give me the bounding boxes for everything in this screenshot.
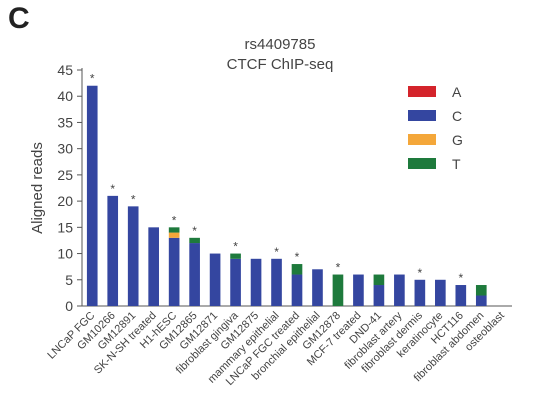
significance-star: * [458,271,463,285]
bar-t [230,253,241,259]
significance-star: * [90,72,95,86]
chart-title: rs4409785 [244,36,316,53]
legend-label: G [452,132,463,148]
bar-t [373,274,385,286]
y-tick-label: 0 [65,298,73,314]
bar-c [353,274,364,306]
significance-star: * [233,240,238,254]
bar-c [291,274,303,306]
bar-c [475,295,487,306]
bar-g [168,232,180,238]
y-tick-label: 35 [57,114,73,130]
legend-swatch-t [408,158,436,169]
y-tick-label: 5 [65,272,73,288]
bar-c [394,274,405,306]
bar-c [168,237,180,306]
y-tick-label: 15 [57,219,73,235]
bar-c [189,243,200,306]
bar-c [250,258,262,306]
significance-star: * [172,213,177,227]
bar-t [475,285,487,296]
bar-t [168,227,180,233]
bar-c [455,285,467,306]
bar-c [127,206,139,306]
bar-c [86,85,98,306]
axes: 0 5 10 15 20 25 30 35 40 45 Aligned reads [29,62,512,314]
significance-star: * [274,245,279,259]
bar-t [291,264,303,275]
significance-star: * [131,192,136,206]
bar-c [312,269,323,306]
bar-c [209,253,221,306]
significance-star: * [295,250,300,264]
legend-swatch-a [408,86,436,97]
significance-star: * [110,182,115,196]
significance-star: * [192,224,197,238]
chart-subtitle: CTCF ChIP-seq [226,56,334,73]
bar-c [230,258,241,306]
legend-swatch-c [408,110,436,121]
legend-label: T [452,156,461,172]
bar-c [414,279,426,306]
bar-c [271,258,282,306]
significance-star: * [418,266,423,280]
panel-label: C [8,2,30,35]
significance-star: * [336,261,341,275]
legend-label: A [452,84,462,100]
bar-c [435,279,446,306]
bar-t [189,237,200,244]
y-tick-label: 30 [57,141,73,157]
y-tick-label: 40 [57,88,73,104]
bar-c [373,285,385,306]
legend-label: C [452,108,462,124]
legend-swatch-g [408,134,436,145]
y-tick-label: 20 [57,193,73,209]
y-tick-label: 25 [57,167,73,183]
y-tick-label: 45 [57,62,73,78]
bar-c [148,227,159,306]
y-axis-label: Aligned reads [29,142,46,234]
bar-t [332,274,344,306]
bar-c [107,195,119,306]
y-tick-label: 10 [57,246,73,262]
